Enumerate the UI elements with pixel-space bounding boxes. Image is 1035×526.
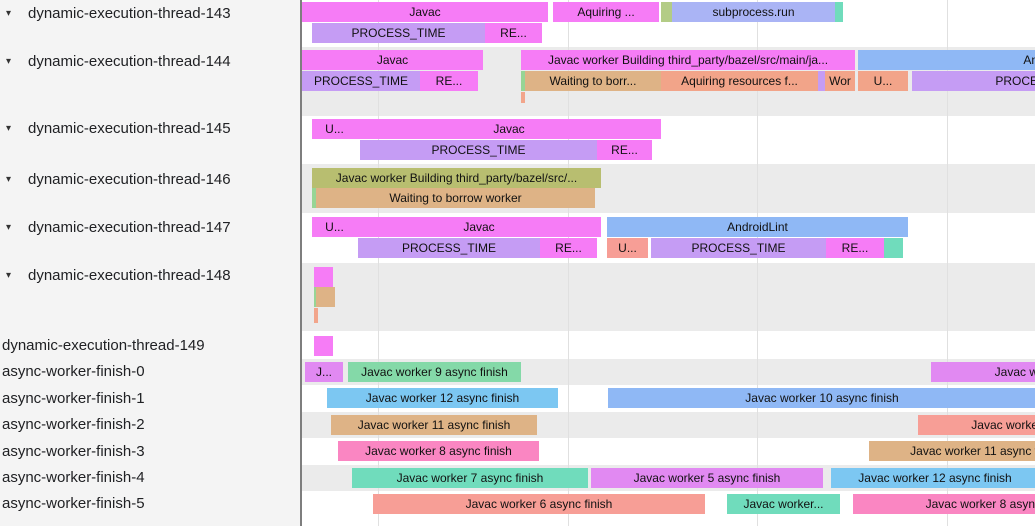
sidebar-track-async-worker-finish-0[interactable]: async-worker-finish-0: [0, 362, 300, 382]
track-label: async-worker-finish-0: [2, 363, 145, 380]
collapse-arrow-icon[interactable]: ▾: [6, 270, 12, 281]
sidebar-track-async-worker-finish-2[interactable]: async-worker-finish-2: [0, 415, 300, 435]
trace-span[interactable]: Aquiring ...: [553, 2, 659, 22]
trace-span[interactable]: Javac worker 5 async finish: [591, 468, 823, 488]
trace-span[interactable]: An: [858, 50, 1035, 70]
trace-span[interactable]: Javac worke: [918, 415, 1035, 435]
trace-span[interactable]: Javac: [302, 2, 548, 22]
trace-span-sliver[interactable]: [521, 71, 525, 91]
trace-span[interactable]: RE...: [540, 238, 597, 258]
trace-span[interactable]: Javac worker 12 async finish: [831, 468, 1035, 488]
trace-span[interactable]: PROCESS_TIME: [312, 23, 485, 43]
track-label: async-worker-finish-5: [2, 495, 145, 512]
sidebar-track-dynamic-execution-thread-149[interactable]: dynamic-execution-thread-149: [0, 336, 300, 356]
sidebar-track-async-worker-finish-3[interactable]: async-worker-finish-3: [0, 442, 300, 462]
trace-span-sliver[interactable]: [314, 267, 333, 287]
timeline-canvas[interactable]: Javac Aquiring ... subprocess.run PROCESS_T…: [302, 0, 1035, 526]
trace-span[interactable]: Javac worker 11 async f: [869, 441, 1035, 461]
trace-span[interactable]: Javac worker 12 async finish: [327, 388, 558, 408]
track-label: dynamic-execution-thread-145: [28, 120, 231, 137]
trace-span[interactable]: RE...: [597, 140, 652, 160]
trace-span[interactable]: Javac worker Building third_party/bazel/…: [521, 50, 855, 70]
trace-span[interactable]: Javac worker 6 async finish: [373, 494, 705, 514]
trace-span[interactable]: Javac: [357, 217, 601, 237]
track-label: async-worker-finish-3: [2, 443, 145, 460]
trace-span-sliver[interactable]: [818, 71, 825, 91]
track-label: async-worker-finish-2: [2, 416, 145, 433]
trace-span-sliver[interactable]: [661, 2, 672, 22]
timeline-gridline: [568, 0, 569, 526]
trace-span[interactable]: PROCESS_TIME: [360, 140, 597, 160]
sidebar-track-dynamic-execution-thread-144[interactable]: ▾ dynamic-execution-thread-144: [0, 52, 300, 72]
track-label: dynamic-execution-thread-147: [28, 219, 231, 236]
trace-span[interactable]: U...: [607, 238, 648, 258]
track-label: async-worker-finish-1: [2, 390, 145, 407]
trace-span[interactable]: AndroidLint: [607, 217, 908, 237]
trace-span[interactable]: Javac: [357, 119, 661, 139]
sidebar-track-dynamic-execution-thread-146[interactable]: ▾ dynamic-execution-thread-146: [0, 170, 300, 190]
trace-span-sliver[interactable]: [312, 188, 316, 208]
collapse-arrow-icon[interactable]: ▾: [6, 174, 12, 185]
sidebar-track-dynamic-execution-thread-143[interactable]: ▾ dynamic-execution-thread-143: [0, 4, 300, 24]
track-band: [302, 263, 1035, 331]
trace-span-sliver[interactable]: [521, 92, 525, 103]
timeline-gridline: [757, 0, 758, 526]
trace-span[interactable]: Waiting to borrow worker: [316, 188, 595, 208]
collapse-arrow-icon[interactable]: ▾: [6, 123, 12, 134]
trace-span[interactable]: RE...: [420, 71, 478, 91]
trace-span-sliver[interactable]: [314, 308, 318, 323]
trace-span-sliver[interactable]: [884, 238, 903, 258]
sidebar-track-dynamic-execution-thread-147[interactable]: ▾ dynamic-execution-thread-147: [0, 218, 300, 238]
trace-span[interactable]: Wor: [825, 71, 855, 91]
sidebar-track-async-worker-finish-1[interactable]: async-worker-finish-1: [0, 389, 300, 409]
trace-span[interactable]: Javac worker 8 asyn: [853, 494, 1035, 514]
trace-span[interactable]: Javac worker Building third_party/bazel/…: [312, 168, 601, 188]
timeline-gridline: [378, 0, 379, 526]
trace-span[interactable]: Aquiring resources f...: [661, 71, 818, 91]
trace-span[interactable]: RE...: [485, 23, 542, 43]
trace-span[interactable]: Javac worker...: [727, 494, 840, 514]
trace-span[interactable]: Javac worker 7 async finish: [352, 468, 588, 488]
trace-span[interactable]: RE...: [826, 238, 884, 258]
track-label: dynamic-execution-thread-146: [28, 171, 231, 188]
trace-span-sliver[interactable]: [835, 2, 843, 22]
trace-span[interactable]: U...: [858, 71, 908, 91]
sidebar-track-dynamic-execution-thread-148[interactable]: ▾ dynamic-execution-thread-148: [0, 266, 300, 286]
sidebar-track-async-worker-finish-4[interactable]: async-worker-finish-4: [0, 468, 300, 488]
trace-span-sliver[interactable]: [316, 287, 335, 307]
timeline-gridline: [947, 0, 948, 526]
trace-span[interactable]: Javac worker 10 async finish: [608, 388, 1035, 408]
trace-span[interactable]: PROCESS_TIME: [302, 71, 420, 91]
track-label: dynamic-execution-thread-148: [28, 267, 231, 284]
track-label: dynamic-execution-thread-149: [2, 337, 205, 354]
trace-span[interactable]: PROCE: [912, 71, 1035, 91]
sidebar-track-dynamic-execution-thread-145[interactable]: ▾ dynamic-execution-thread-145: [0, 119, 300, 139]
trace-span[interactable]: Javac worker 9 async finish: [348, 362, 521, 382]
trace-span-sliver[interactable]: [314, 336, 333, 356]
trace-span[interactable]: PROCESS_TIME: [651, 238, 826, 258]
collapse-arrow-icon[interactable]: ▾: [6, 8, 12, 19]
track-label: async-worker-finish-4: [2, 469, 145, 486]
trace-span[interactable]: PROCESS_TIME: [358, 238, 540, 258]
track-label: dynamic-execution-thread-144: [28, 53, 231, 70]
track-name-sidebar: ▾ dynamic-execution-thread-143 ▾ dynamic-ex…: [0, 0, 302, 526]
track-label: dynamic-execution-thread-143: [28, 5, 231, 22]
trace-span[interactable]: Javac worker 11 async finish: [331, 415, 537, 435]
trace-span[interactable]: subprocess.run: [672, 2, 835, 22]
collapse-arrow-icon[interactable]: ▾: [6, 222, 12, 233]
collapse-arrow-icon[interactable]: ▾: [6, 56, 12, 67]
trace-span[interactable]: Javac: [302, 50, 483, 70]
trace-span[interactable]: U...: [312, 217, 357, 237]
trace-span[interactable]: Javac w: [931, 362, 1035, 382]
sidebar-track-async-worker-finish-5[interactable]: async-worker-finish-5: [0, 494, 300, 514]
trace-span[interactable]: Javac worker 8 async finish: [338, 441, 539, 461]
trace-span[interactable]: J...: [305, 362, 343, 382]
trace-span[interactable]: U...: [312, 119, 357, 139]
trace-span[interactable]: Waiting to borr...: [525, 71, 661, 91]
